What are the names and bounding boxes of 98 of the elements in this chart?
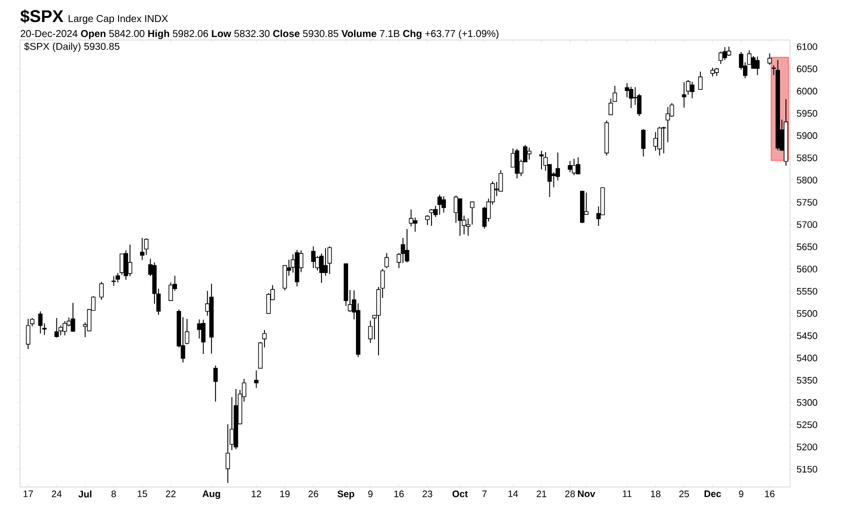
y-tick-label: 5200 (796, 444, 818, 450)
x-tick-label: 18 (651, 490, 660, 498)
candlestick (26, 318, 30, 350)
candlestick (234, 388, 238, 450)
y-tick-label: 5500 (796, 310, 818, 317)
candlestick (776, 60, 780, 151)
x-tick-label: 7 (482, 490, 487, 498)
candlestick (413, 217, 418, 232)
candlestick (112, 276, 116, 286)
candlestick (767, 52, 772, 66)
candlestick (698, 71, 703, 90)
x-tick-label: 26 (308, 490, 318, 498)
candlestick (294, 249, 300, 287)
candlestick (458, 198, 462, 236)
x-tick-label: 17 (24, 490, 33, 498)
x-tick-label: 28 (565, 490, 575, 498)
candlestick (209, 283, 214, 354)
candlestick (197, 318, 202, 339)
candlestick (254, 370, 258, 388)
y-tick-label: 5950 (796, 110, 818, 117)
candlestick (226, 424, 230, 484)
y-tick-label: 5400 (796, 354, 818, 362)
y-tick-label: 5450 (796, 332, 818, 340)
candlestick (201, 319, 206, 354)
candlestick (38, 310, 43, 334)
chart-title: $SPX (20, 9, 64, 24)
x-tick-label: 21 (536, 490, 546, 498)
x-tick-label: 23 (422, 490, 432, 498)
x-tick-label: 14 (508, 490, 518, 498)
y-tick-label: 5800 (796, 176, 818, 184)
candlestick (327, 246, 332, 274)
candlestick (784, 98, 788, 166)
x-tick-label: Dec (704, 490, 721, 498)
candlestick (628, 86, 634, 108)
candlestick (54, 318, 59, 338)
x-tick-label: Jul (78, 490, 92, 498)
candlestick (437, 194, 442, 216)
candlestick (572, 158, 576, 176)
x-tick-label: Oct (452, 490, 468, 498)
x-tick-label: Nov (578, 490, 596, 498)
candlestick (641, 128, 646, 157)
candlestick (568, 160, 572, 173)
x-tick-label: 8 (111, 490, 116, 498)
y-tick-label: 5700 (796, 221, 818, 228)
y-tick-label: 5150 (796, 466, 818, 473)
candlestick (726, 46, 732, 56)
candlestick (70, 302, 76, 332)
candlestick (140, 237, 144, 261)
y-tick-label: 5350 (796, 376, 818, 384)
candlestick (470, 202, 474, 226)
x-tick-label: 24 (52, 490, 62, 498)
candlestick (323, 248, 328, 276)
candlestick (454, 195, 458, 224)
y-tick-label: 5250 (796, 421, 818, 428)
x-tick-label: 16 (765, 490, 774, 498)
candlestick (653, 132, 658, 152)
y-tick-label: 5300 (796, 399, 818, 406)
candlestick (666, 106, 670, 143)
x-tick-label: Sep (338, 490, 354, 500)
candlestick (128, 244, 132, 277)
candlestick (657, 126, 662, 156)
x-tick-label: 15 (138, 490, 148, 498)
x-tick-label: 19 (280, 490, 290, 498)
x-tick-label: 22 (166, 490, 176, 498)
candlestick (368, 320, 373, 344)
y-tick-label: 5900 (796, 132, 818, 139)
x-tick-label: 9 (738, 490, 744, 498)
candlestick (755, 56, 760, 76)
y-tick-label: 5600 (796, 266, 818, 272)
y-tick-label: 6000 (797, 88, 818, 94)
candlestick (311, 246, 316, 269)
y-tick-label: 6100 (797, 43, 818, 50)
x-tick-label: Aug (202, 490, 220, 500)
text: 20-Dec-2024 Open 5842.00 High 5982.06 Low 5832.30 Close 5930.85 Volume 7.1B Chg +63.77 (+1.09%) (20, 30, 498, 40)
annotation: $SPX (Daily) 5930.85 (24, 42, 120, 52)
y-tick-label: 5550 (796, 288, 818, 295)
y-tick-label: 5650 (796, 243, 818, 250)
candlestick (62, 320, 67, 336)
candlestick (514, 148, 520, 179)
candlestick (527, 147, 532, 160)
x-tick-label: 12 (252, 490, 262, 498)
x-tick-label: 16 (394, 490, 404, 498)
candlestick (722, 46, 728, 60)
candlestick (404, 228, 410, 263)
y-tick-label: 5750 (796, 198, 818, 206)
candlestick (213, 365, 218, 402)
y-tick-label: 6050 (797, 66, 818, 72)
x-tick-label: 11 (622, 490, 632, 498)
y-tick-label: 5850 (796, 154, 818, 162)
x-tick-label: 25 (679, 490, 689, 498)
candlestick (539, 150, 544, 170)
candlestick (384, 252, 389, 269)
chart-subtitle: Large Cap Index INDX (68, 14, 168, 24)
candlestick (682, 82, 686, 108)
candlestick (690, 81, 694, 99)
x-tick-label: 9 (368, 490, 373, 498)
candlestick (429, 208, 434, 226)
candlestick (576, 156, 580, 174)
